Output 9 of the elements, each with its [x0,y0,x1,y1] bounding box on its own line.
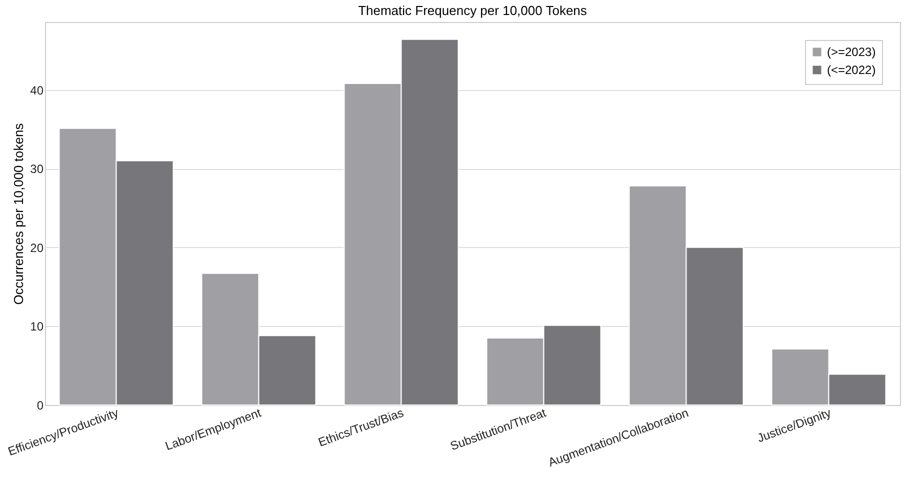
chart-title: Thematic Frequency per 10,000 Tokens [358,3,588,18]
y-tick-label: 10 [30,320,44,334]
y-tick-label: 0 [36,398,44,412]
y-axis-title: Occurrences per 10,000 tokens [11,122,26,305]
y-tick-label: 40 [30,83,44,98]
legend-label: (>=2023) [827,45,876,59]
y-tick-label: 20 [30,240,44,255]
y-tick-label: 30 [30,162,44,176]
legend-label: (<=2022) [827,63,876,77]
